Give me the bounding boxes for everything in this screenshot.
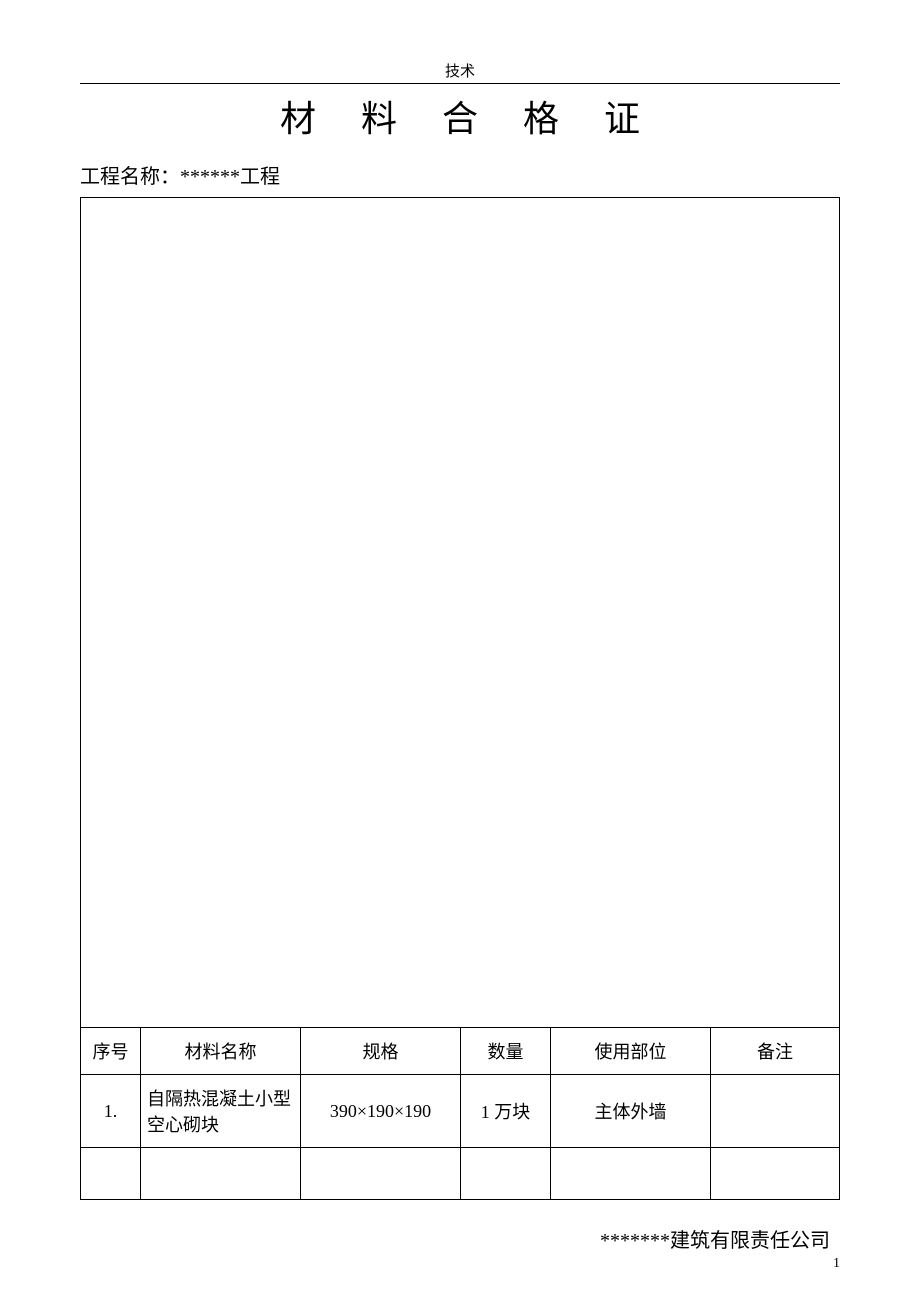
table-header-row: 序号 材料名称 规格 数量 使用部位 备注 bbox=[81, 1028, 840, 1075]
project-label: 工程名称： bbox=[80, 166, 180, 188]
cell-spec: 390×190×190 bbox=[301, 1075, 461, 1148]
cell-seq: 1. bbox=[81, 1075, 141, 1148]
col-header-seq: 序号 bbox=[81, 1028, 141, 1075]
cell-empty bbox=[81, 1148, 141, 1200]
cell-name: 自隔热混凝土小型空心砌块 bbox=[141, 1075, 301, 1148]
col-header-name: 材料名称 bbox=[141, 1028, 301, 1075]
cell-empty bbox=[711, 1148, 840, 1200]
col-header-remark: 备注 bbox=[711, 1028, 840, 1075]
header-section: 技术 材 料 合 格 证 bbox=[80, 60, 840, 142]
table-row: 1. 自隔热混凝土小型空心砌块 390×190×190 1 万块 主体外墙 bbox=[81, 1075, 840, 1148]
table-row-empty bbox=[81, 1148, 840, 1200]
page-number: 1 bbox=[833, 1256, 840, 1272]
col-header-use: 使用部位 bbox=[551, 1028, 711, 1075]
header-top-label: 技术 bbox=[80, 60, 840, 84]
cell-remark bbox=[711, 1075, 840, 1148]
cell-empty bbox=[461, 1148, 551, 1200]
main-title: 材 料 合 格 证 bbox=[80, 90, 840, 142]
cell-empty bbox=[301, 1148, 461, 1200]
project-value: ******工程 bbox=[180, 166, 280, 188]
material-table: 序号 材料名称 规格 数量 使用部位 备注 1. 自隔热混凝土小型空心砌块 39… bbox=[80, 1027, 840, 1200]
cell-empty bbox=[141, 1148, 301, 1200]
cell-empty bbox=[551, 1148, 711, 1200]
cell-qty: 1 万块 bbox=[461, 1075, 551, 1148]
col-header-qty: 数量 bbox=[461, 1028, 551, 1075]
certificate-blank-area bbox=[80, 197, 840, 1027]
company-footer: *******建筑有限责任公司 bbox=[80, 1224, 840, 1253]
cell-use: 主体外墙 bbox=[551, 1075, 711, 1148]
project-name-row: 工程名称：******工程 bbox=[80, 160, 840, 189]
col-header-spec: 规格 bbox=[301, 1028, 461, 1075]
